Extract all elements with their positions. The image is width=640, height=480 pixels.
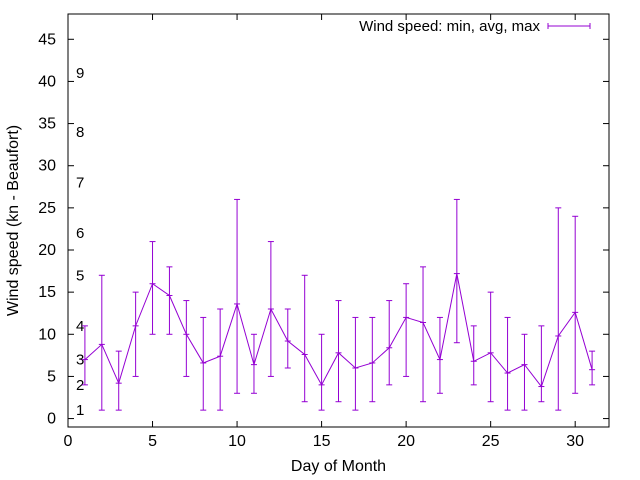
y-tick-label: 45 (38, 31, 56, 48)
x-tick-label: 5 (148, 433, 157, 450)
x-tick-label: 25 (482, 433, 500, 450)
error-bars (81, 198, 596, 411)
beaufort-label: 6 (76, 225, 84, 242)
plot-border (67, 13, 610, 428)
beaufort-label: 5 (76, 267, 84, 284)
y-tick-label: 0 (47, 411, 56, 428)
y-tick-label: 5 (47, 368, 56, 385)
x-tick-label: 10 (228, 433, 246, 450)
x-axis-label: Day of Month (291, 458, 386, 475)
y-axis-label: Wind speed (kn - Beaufort) (5, 125, 22, 316)
y-tick-label: 40 (38, 73, 56, 90)
beaufort-label: 9 (76, 65, 84, 82)
x-tick-label: 30 (566, 433, 584, 450)
avg-points (81, 273, 596, 388)
y-tick-label: 30 (38, 158, 56, 175)
beaufort-annotations: 1 2 3 4 5 6 7 8 9 (76, 65, 84, 419)
beaufort-label: 7 (76, 175, 84, 192)
y-tick-label: 15 (38, 284, 56, 301)
legend-label: Wind speed: min, avg, max (359, 18, 540, 35)
x-tick-label: 0 (64, 433, 73, 450)
y-tick-label: 20 (38, 242, 56, 259)
beaufort-label: 8 (76, 124, 84, 141)
beaufort-label: 1 (76, 402, 84, 419)
y-tick-label: 25 (38, 200, 56, 217)
x-tick-label: 15 (313, 433, 331, 450)
x-tick-label: 20 (397, 433, 415, 450)
beaufort-label: 2 (76, 377, 84, 394)
legend: Wind speed: min, avg, max (359, 18, 591, 35)
y-tick-label: 35 (38, 116, 56, 133)
beaufort-label: 3 (76, 352, 84, 369)
beaufort-label: 4 (76, 318, 84, 335)
y-tick-label: 10 (38, 326, 56, 343)
